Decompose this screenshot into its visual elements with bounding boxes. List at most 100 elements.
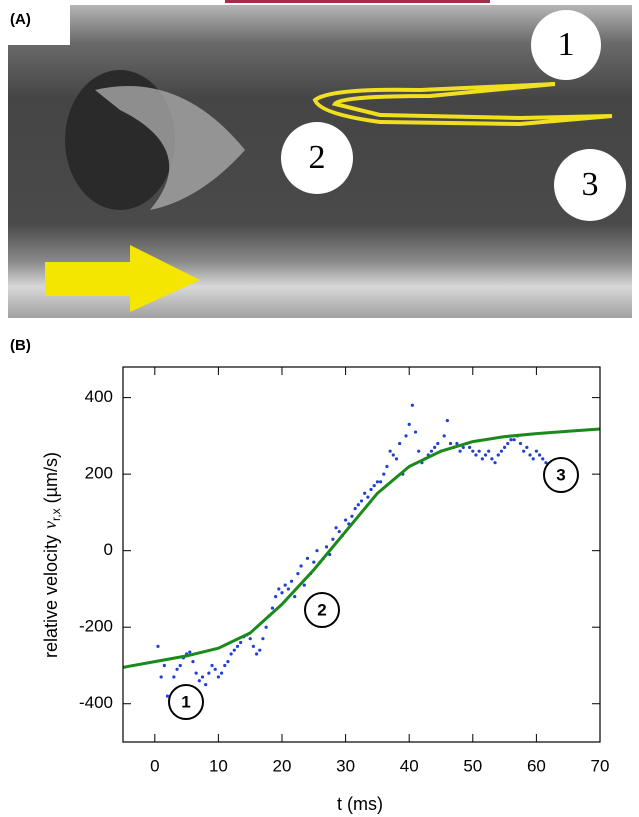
label-box bbox=[0, 0, 70, 45]
y-label-unit: (µm/s) bbox=[41, 452, 61, 503]
y-label-subscript: r,x bbox=[49, 508, 63, 521]
data-point bbox=[363, 491, 367, 495]
data-point bbox=[506, 441, 510, 446]
data-point bbox=[350, 514, 354, 518]
data-point bbox=[226, 660, 230, 664]
data-point bbox=[369, 487, 373, 492]
data-point bbox=[312, 560, 316, 564]
data-point bbox=[455, 441, 459, 446]
data-point bbox=[541, 457, 545, 461]
data-point bbox=[219, 671, 224, 675]
data-point bbox=[537, 453, 542, 457]
annotation-circle bbox=[543, 457, 579, 493]
data-point bbox=[512, 438, 516, 442]
data-point bbox=[204, 683, 208, 687]
data-point bbox=[337, 529, 341, 534]
y-tick-label: 200 bbox=[85, 464, 113, 483]
data-point bbox=[518, 441, 523, 446]
data-point bbox=[331, 537, 335, 541]
data-point bbox=[458, 449, 462, 453]
data-point bbox=[366, 495, 370, 499]
x-tick-label: 0 bbox=[150, 756, 159, 775]
data-point bbox=[490, 457, 494, 461]
data-point bbox=[471, 449, 475, 453]
data-point bbox=[375, 480, 379, 484]
data-point bbox=[480, 457, 484, 461]
data-point bbox=[445, 418, 449, 423]
data-point bbox=[178, 663, 182, 668]
data-point bbox=[251, 644, 255, 648]
panel-a: (A) 1 2 3 bbox=[0, 0, 632, 318]
data-point bbox=[213, 667, 217, 671]
panel-label: (B) bbox=[10, 337, 31, 354]
data-point bbox=[468, 445, 472, 449]
x-tick-label: 30 bbox=[336, 756, 355, 775]
annotation-circle bbox=[168, 684, 204, 720]
data-point bbox=[254, 652, 259, 656]
data-point bbox=[410, 403, 414, 407]
data-point bbox=[499, 449, 504, 453]
data-point bbox=[280, 591, 284, 595]
annotation: 1 bbox=[181, 692, 190, 711]
data-point bbox=[429, 449, 434, 453]
panel-b: (B) t (ms) relative velocity vr,x (µm/s) 0… bbox=[10, 337, 609, 814]
data-point bbox=[324, 545, 329, 549]
x-tick-label: 60 bbox=[527, 756, 546, 775]
x-tick-label: 20 bbox=[273, 756, 292, 775]
outline-trace bbox=[312, 82, 613, 127]
data-point bbox=[334, 526, 338, 530]
x-tick-label: 10 bbox=[209, 756, 228, 775]
data-point bbox=[436, 441, 440, 446]
flow-arrow bbox=[45, 245, 200, 312]
data-point bbox=[474, 453, 478, 457]
data-point bbox=[315, 549, 319, 553]
top-strip bbox=[225, 0, 490, 3]
data-point bbox=[534, 449, 539, 453]
data-point bbox=[503, 445, 507, 449]
data-point bbox=[172, 675, 176, 679]
data-point bbox=[229, 652, 233, 656]
x-tick-label: 40 bbox=[400, 756, 419, 775]
data-point bbox=[407, 422, 411, 426]
data-point bbox=[194, 671, 198, 675]
marker-circle bbox=[531, 10, 601, 80]
data-point bbox=[417, 449, 421, 453]
data-point bbox=[394, 457, 399, 461]
data-point bbox=[302, 583, 306, 587]
marker-circle bbox=[281, 122, 353, 194]
data-point bbox=[191, 660, 195, 664]
data-point bbox=[385, 464, 389, 469]
data-point bbox=[175, 667, 179, 671]
data-point bbox=[509, 438, 513, 442]
y-axis-label: relative velocity vr,x (µm/s) bbox=[40, 452, 63, 658]
data-point bbox=[356, 503, 360, 507]
data-point bbox=[448, 441, 453, 446]
data-point bbox=[235, 644, 240, 648]
data-point bbox=[216, 675, 220, 679]
data-point bbox=[372, 484, 376, 488]
annotation: 3 bbox=[556, 465, 565, 484]
marker: 1 bbox=[558, 26, 575, 63]
annotation: 2 bbox=[317, 600, 326, 619]
data-point bbox=[289, 579, 294, 583]
data-point bbox=[487, 449, 491, 453]
data-point bbox=[391, 453, 395, 457]
y-tick-label: -400 bbox=[79, 693, 113, 712]
annotation-circle bbox=[304, 592, 340, 628]
data-point bbox=[359, 499, 364, 503]
plot-frame bbox=[122, 366, 601, 743]
data-point bbox=[261, 637, 265, 641]
data-point bbox=[162, 663, 166, 668]
data-point bbox=[248, 637, 252, 641]
data-point bbox=[296, 572, 300, 576]
data-point bbox=[382, 472, 386, 476]
data-point bbox=[293, 594, 297, 599]
data-point bbox=[493, 461, 497, 465]
x-tick-label: 50 bbox=[463, 756, 482, 775]
data-point bbox=[270, 606, 275, 610]
y-label-text: relative velocity bbox=[41, 535, 61, 658]
data-point bbox=[210, 663, 214, 668]
data-point bbox=[461, 445, 465, 449]
